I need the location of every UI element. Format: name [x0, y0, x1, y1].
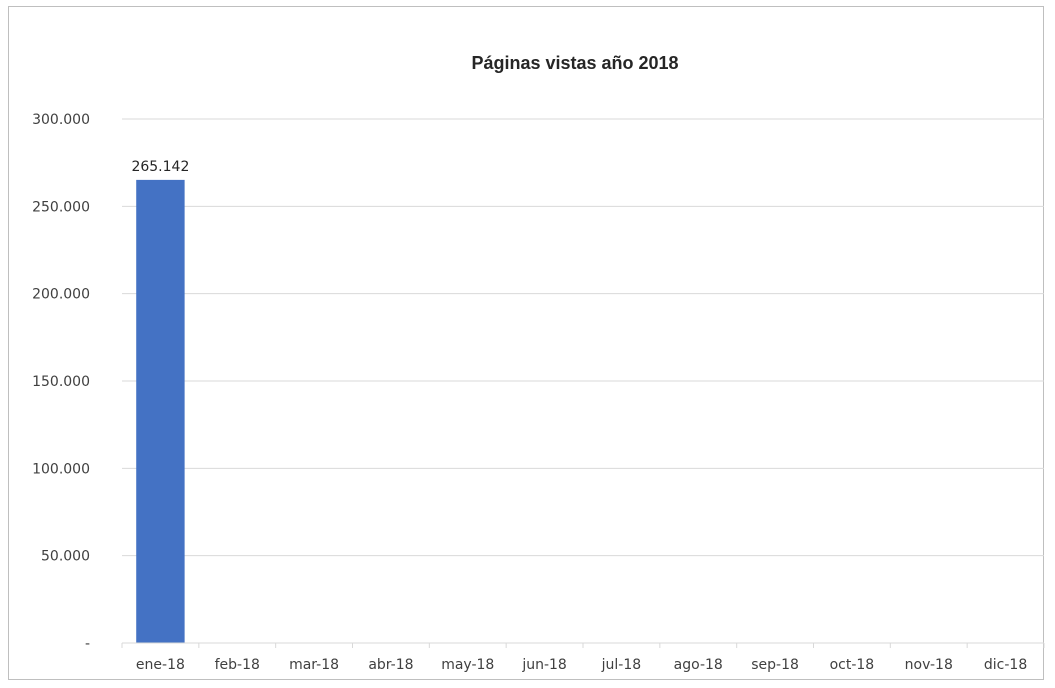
x-tick-label: ago-18 — [674, 657, 723, 673]
x-tick-label: ene-18 — [136, 657, 185, 673]
x-tick-label: nov-18 — [905, 657, 953, 673]
data-labels: 265.142 — [131, 159, 189, 175]
x-tick-label: feb-18 — [215, 657, 260, 673]
y-tick-label: 300.000 — [32, 112, 90, 128]
y-tick-label: - — [85, 636, 90, 652]
bar-ene-18 — [136, 179, 185, 643]
chart-title: Páginas vistas año 2018 — [471, 53, 678, 73]
y-tick-label: 100.000 — [32, 461, 90, 477]
x-tick-label: jun-18 — [521, 657, 567, 673]
bars — [136, 179, 185, 643]
x-tick-label: abr-18 — [368, 657, 413, 673]
y-axis-ticks: - 50.000 100.000 150.000 200.000 250.000 300.0… — [32, 112, 90, 652]
x-tick-label: dic-18 — [984, 657, 1027, 673]
y-tick-label: 50.000 — [41, 549, 90, 565]
x-tick-label: jul-18 — [601, 657, 642, 673]
data-label: 265.142 — [131, 159, 189, 175]
gridlines — [122, 118, 1044, 557]
x-axis: ene-18 feb-18 mar-18 abr-18 may-18 jun-18 jul-… — [121, 642, 1045, 673]
y-tick-label: 150.000 — [32, 374, 90, 390]
x-tick-label: mar-18 — [289, 657, 339, 673]
x-tick-label: oct-18 — [830, 657, 875, 673]
x-tick-label: sep-18 — [751, 657, 799, 673]
y-tick-label: 250.000 — [32, 199, 90, 215]
y-tick-label: 200.000 — [32, 287, 90, 303]
x-tick-label: may-18 — [441, 657, 494, 673]
